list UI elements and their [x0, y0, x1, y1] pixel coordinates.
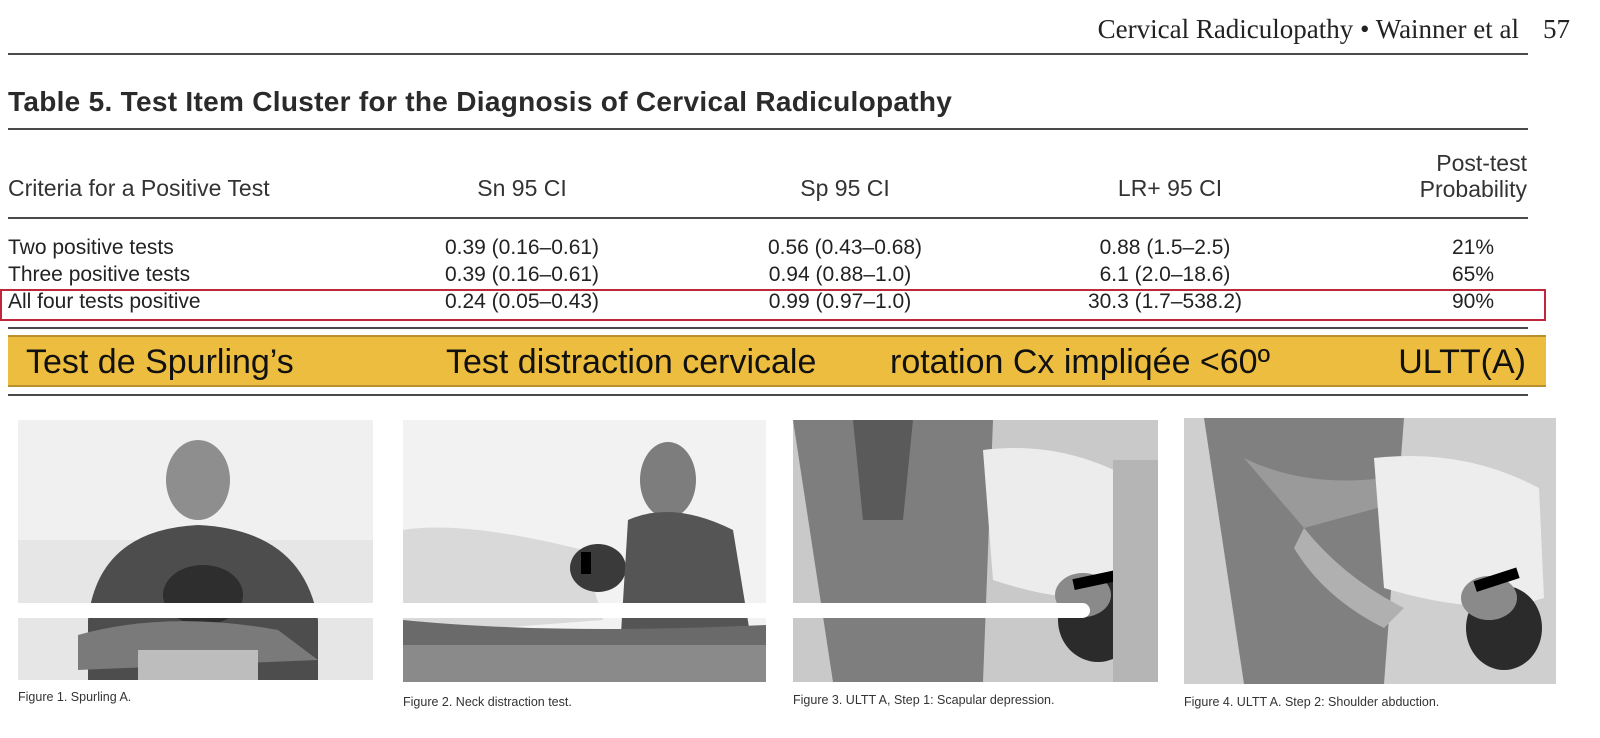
page-number: 57 — [1543, 14, 1570, 44]
header-lr: LR+ 95 CI — [1117, 175, 1223, 201]
header-criteria: Criteria for a Positive Test — [8, 175, 270, 201]
test-name-banner: Test de Spurling’s Test distraction cerv… — [8, 335, 1546, 387]
banner-label-distraction: Test distraction cervicale — [446, 343, 817, 381]
cell-sn: 0.24 (0.05–0.43) — [444, 290, 600, 313]
cell-criteria: All four tests positive — [8, 290, 201, 313]
cell-lr: 0.88 (1.5–2.5) — [1099, 236, 1231, 259]
figure-3-caption: Figure 3. ULTT A, Step 1: Scapular depre… — [793, 693, 1055, 707]
cell-sn: 0.39 (0.16–0.61) — [444, 236, 600, 259]
figure-4-photo — [1184, 418, 1556, 684]
redaction-bar — [403, 603, 766, 618]
table-title: Table 5. Test Item Cluster for the Diagn… — [8, 86, 953, 117]
header-post-line2: Probability — [1419, 176, 1527, 202]
cell-sp: 0.56 (0.43–0.68) — [767, 236, 923, 259]
header-rule — [8, 53, 1528, 55]
row-highlight-box — [0, 289, 1546, 321]
cell-post: 65% — [1451, 263, 1494, 286]
cell-criteria: Three positive tests — [8, 263, 191, 286]
header-sp: Sp 95 CI — [800, 175, 890, 201]
cell-sn: 0.39 (0.16–0.61) — [444, 263, 600, 286]
table-top-rule — [8, 128, 1528, 130]
running-head-text: Cervical Radiculopathy • Wainner et al — [1097, 14, 1519, 44]
cell-lr: 30.3 (1.7–538.2) — [1087, 290, 1243, 313]
redaction-bar — [18, 603, 373, 618]
figure-3-photo — [793, 420, 1158, 682]
figure-4-caption: Figure 4. ULTT A. Step 2: Shoulder abduc… — [1184, 695, 1440, 709]
figure-1-photo — [18, 420, 373, 680]
banner-bottom-rule — [8, 394, 1528, 396]
banner-label-rotation: rotation Cx impliqée <60º — [890, 343, 1271, 381]
header-post-line1: Post-test — [1436, 150, 1527, 176]
cell-lr: 6.1 (2.0–18.6) — [1099, 263, 1231, 286]
table-bottom-rule — [8, 327, 1528, 329]
cell-criteria: Two positive tests — [8, 236, 174, 259]
cell-post: 21% — [1451, 236, 1494, 259]
figure-1-caption: Figure 1. Spurling A. — [18, 690, 132, 704]
banner-label-spurling: Test de Spurling’s — [26, 343, 294, 381]
cell-sp: 0.94 (0.88–1.0) — [768, 263, 912, 286]
figure-2-caption: Figure 2. Neck distraction test. — [403, 695, 572, 709]
figure-2-photo — [403, 420, 766, 682]
header-sn: Sn 95 CI — [477, 175, 567, 201]
redaction-bar — [793, 603, 1090, 618]
running-head: Cervical Radiculopathy • Wainner et al 57 — [1098, 14, 1570, 45]
header-rule-bottom — [8, 217, 1528, 219]
cell-post: 90% — [1451, 290, 1494, 313]
banner-label-ultt: ULTT(A) — [1398, 343, 1526, 381]
cell-sp: 0.99 (0.97–1.0) — [768, 290, 912, 313]
